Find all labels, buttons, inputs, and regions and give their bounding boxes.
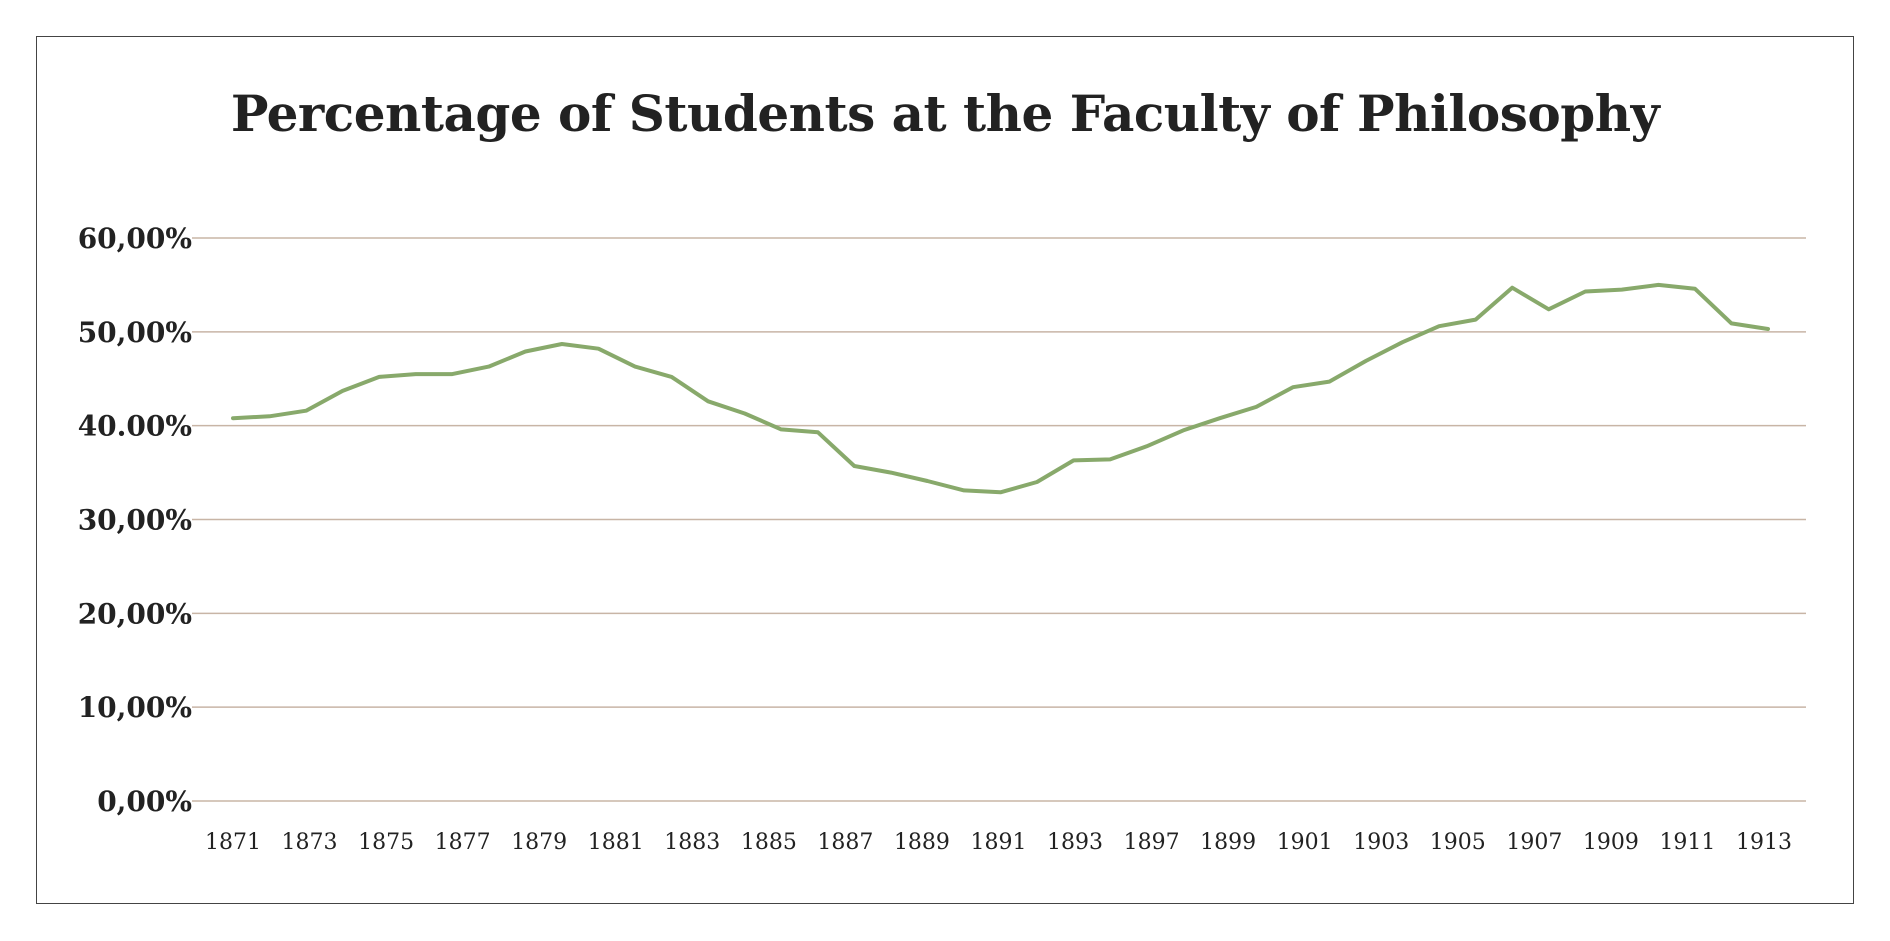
x-tick-label: 1877: [435, 830, 491, 855]
x-tick-label: 1875: [358, 830, 414, 855]
x-tick-label: 1907: [1506, 830, 1562, 855]
x-tick-label: 1885: [741, 830, 797, 855]
x-tick-label: 1871: [205, 830, 261, 855]
x-tick-label: 1883: [664, 830, 720, 855]
y-axis-ticks: 0,00% 10,00% 20,00% 30,00% 40.00% 50,00% 60,00…: [78, 222, 192, 818]
x-tick-label: 1879: [511, 830, 567, 855]
x-tick-label: 1893: [1047, 830, 1103, 855]
x-tick-label: 1881: [588, 830, 644, 855]
y-tick-label: 0,00%: [97, 785, 192, 818]
gridlines: [192, 237, 1806, 802]
x-tick-label: 1905: [1430, 830, 1486, 855]
x-axis-ticks: 1871 1873 1875 1877 1879 1881 1883 1885 1887 1889…: [205, 830, 1792, 855]
y-tick-label: 40.00%: [78, 410, 192, 443]
y-tick-label: 20,00%: [78, 597, 192, 630]
x-tick-label: 1891: [971, 830, 1027, 855]
x-tick-label: 1873: [282, 830, 338, 855]
x-tick-label: 1913: [1736, 830, 1792, 855]
chart-title: Percentage of Students at the Faculty of…: [230, 84, 1660, 143]
series-line: [231, 282, 1770, 495]
series-group: [231, 282, 1770, 495]
x-tick-label: 1887: [817, 830, 873, 855]
x-tick-label: 1897: [1124, 830, 1180, 855]
x-tick-label: 1901: [1277, 830, 1333, 855]
y-tick-label: 10,00%: [78, 691, 192, 724]
x-tick-label: 1911: [1659, 830, 1715, 855]
y-tick-label: 60,00%: [78, 222, 192, 255]
y-tick-label: 30,00%: [78, 504, 192, 537]
x-tick-label: 1909: [1583, 830, 1639, 855]
y-tick-label: 50,00%: [78, 316, 192, 349]
x-tick-label: 1903: [1353, 830, 1409, 855]
x-tick-label: 1899: [1200, 830, 1256, 855]
x-tick-label: 1889: [894, 830, 950, 855]
chart-frame: [36, 36, 1854, 904]
